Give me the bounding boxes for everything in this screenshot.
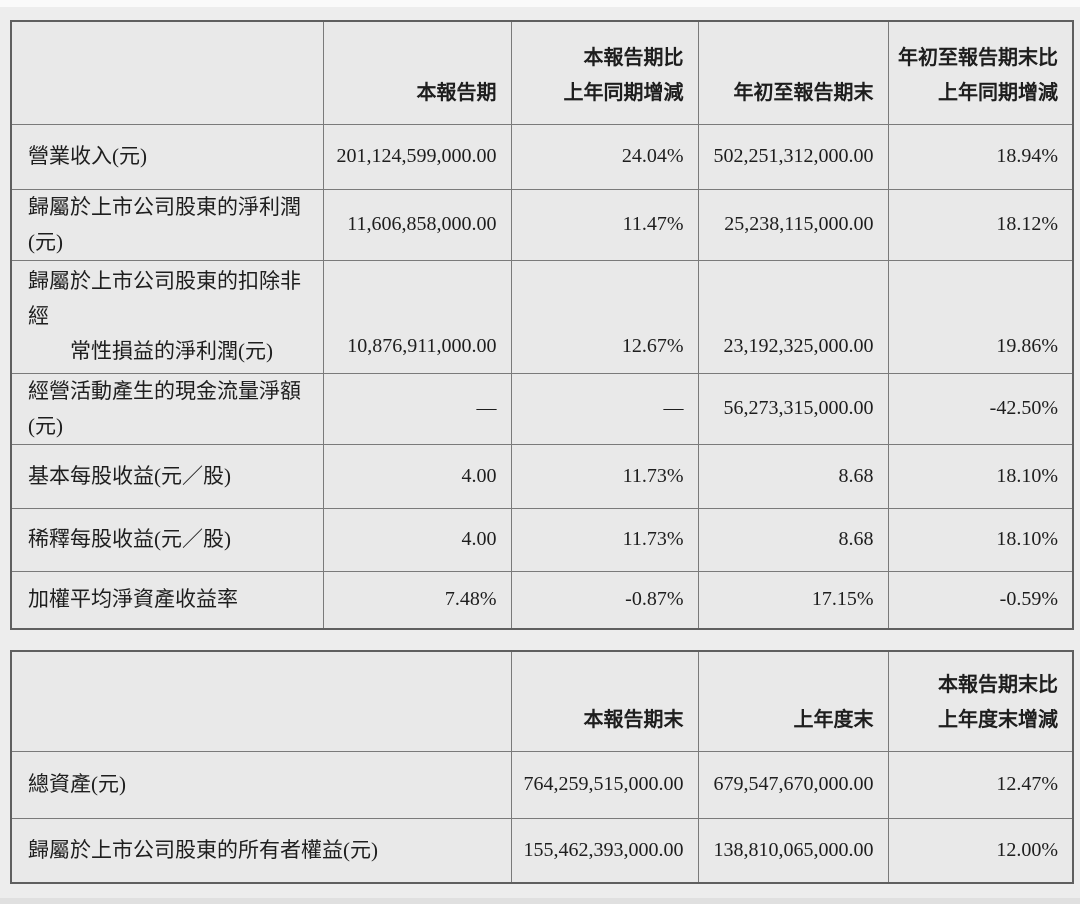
- header-period-end: 本報告期末: [510, 650, 699, 752]
- cell-ytd-change: 18.12%: [887, 188, 1074, 261]
- metric-label: 歸屬於上市公司股東的扣除非經 常性損益的淨利潤(元): [10, 259, 324, 374]
- header-prior-year-end: 上年度末: [697, 650, 889, 752]
- cell-current-change: 11.73%: [510, 507, 699, 572]
- cell-change: 12.47%: [887, 750, 1074, 819]
- cell-current: —: [322, 372, 512, 445]
- quarterly-results-table: 本報告期 本報告期比 上年同期增減 年初至報告期末 年初至報告期末比 上年同期增…: [10, 20, 1074, 630]
- metric-label: 營業收入(元): [10, 123, 324, 190]
- metric-label: 總資產(元): [10, 750, 512, 819]
- balance-sheet-table: 本報告期末 上年度末 本報告期末比 上年度末增減 總資產(元) 764,259,…: [10, 650, 1074, 884]
- table-row: 基本每股收益(元／股) 4.00 11.73% 8.68 18.10%: [10, 443, 1074, 509]
- cell-prior-year-end: 679,547,670,000.00: [697, 750, 889, 819]
- header-current-period: 本報告期: [322, 20, 512, 125]
- cell-current: 201,124,599,000.00: [322, 123, 512, 190]
- cell-ytd: 56,273,315,000.00: [697, 372, 889, 445]
- cell-current-change: -0.87%: [510, 570, 699, 630]
- cell-ytd-change: -0.59%: [887, 570, 1074, 630]
- table-row: 加權平均淨資產收益率 7.48% -0.87% 17.15% -0.59%: [10, 570, 1074, 630]
- metric-label: 加權平均淨資產收益率: [10, 570, 324, 630]
- cell-ytd: 17.15%: [697, 570, 889, 630]
- header-period-end-change: 本報告期末比 上年度末增減: [887, 650, 1074, 752]
- table-row: 歸屬於上市公司股東的所有者權益(元) 155,462,393,000.00 13…: [10, 817, 1074, 884]
- cell-current-change: 12.67%: [510, 259, 699, 374]
- table-row: 稀釋每股收益(元／股) 4.00 11.73% 8.68 18.10%: [10, 507, 1074, 572]
- cell-ytd: 8.68: [697, 507, 889, 572]
- header-ytd-yoy-change: 年初至報告期末比 上年同期增減: [887, 20, 1074, 125]
- cell-ytd-change: -42.50%: [887, 372, 1074, 445]
- cell-current-change: —: [510, 372, 699, 445]
- table-header-row: 本報告期 本報告期比 上年同期增減 年初至報告期末 年初至報告期末比 上年同期增…: [10, 20, 1074, 125]
- cell-current: 10,876,911,000.00: [322, 259, 512, 374]
- metric-label: 稀釋每股收益(元／股): [10, 507, 324, 572]
- header-blank: [10, 650, 512, 752]
- metric-label: 歸屬於上市公司股東的所有者權益(元): [10, 817, 512, 884]
- cell-ytd-change: 18.94%: [887, 123, 1074, 190]
- cell-ytd-change: 18.10%: [887, 507, 1074, 572]
- cell-current: 7.48%: [322, 570, 512, 630]
- metric-label: 基本每股收益(元／股): [10, 443, 324, 509]
- table-row: 營業收入(元) 201,124,599,000.00 24.04% 502,25…: [10, 123, 1074, 190]
- table-row: 歸屬於上市公司股東的扣除非經 常性損益的淨利潤(元) 10,876,911,00…: [10, 259, 1074, 374]
- page-bottom-margin: [0, 898, 1080, 904]
- cell-current-change: 24.04%: [510, 123, 699, 190]
- cell-ytd: 23,192,325,000.00: [697, 259, 889, 374]
- cell-period-end: 764,259,515,000.00: [510, 750, 699, 819]
- table-header-row: 本報告期末 上年度末 本報告期末比 上年度末增減: [10, 650, 1074, 752]
- header-current-period-yoy-change: 本報告期比 上年同期增減: [510, 20, 699, 125]
- cell-current: 4.00: [322, 443, 512, 509]
- cell-current: 11,606,858,000.00: [322, 188, 512, 261]
- table-row: 歸屬於上市公司股東的淨利潤(元) 11,606,858,000.00 11.47…: [10, 188, 1074, 261]
- table-row: 經營活動產生的現金流量淨額(元) — — 56,273,315,000.00 -…: [10, 372, 1074, 445]
- metric-label: 經營活動產生的現金流量淨額(元): [10, 372, 324, 445]
- header-blank: [10, 20, 324, 125]
- cell-change: 12.00%: [887, 817, 1074, 884]
- cell-ytd: 502,251,312,000.00: [697, 123, 889, 190]
- cell-current-change: 11.73%: [510, 443, 699, 509]
- cell-ytd-change: 18.10%: [887, 443, 1074, 509]
- cell-current-change: 11.47%: [510, 188, 699, 261]
- page-top-margin: [0, 0, 1080, 7]
- metric-label: 歸屬於上市公司股東的淨利潤(元): [10, 188, 324, 261]
- cell-prior-year-end: 138,810,065,000.00: [697, 817, 889, 884]
- table-row: 總資產(元) 764,259,515,000.00 679,547,670,00…: [10, 750, 1074, 819]
- cell-current: 4.00: [322, 507, 512, 572]
- cell-period-end: 155,462,393,000.00: [510, 817, 699, 884]
- cell-ytd: 25,238,115,000.00: [697, 188, 889, 261]
- cell-ytd: 8.68: [697, 443, 889, 509]
- header-ytd: 年初至報告期末: [697, 20, 889, 125]
- cell-ytd-change: 19.86%: [887, 259, 1074, 374]
